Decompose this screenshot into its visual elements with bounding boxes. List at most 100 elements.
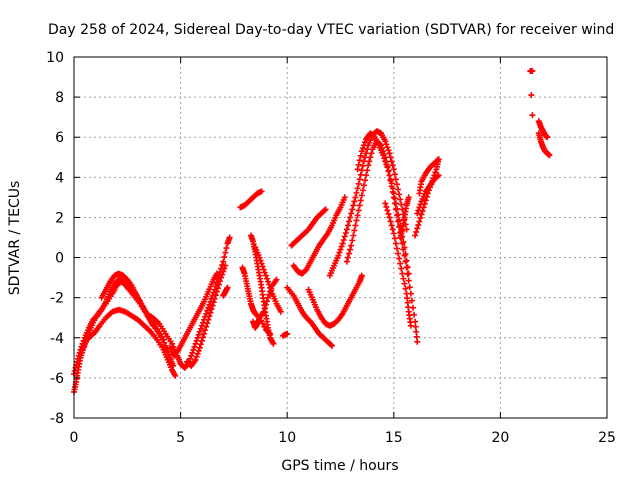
data-point bbox=[395, 211, 402, 218]
data-point bbox=[222, 262, 229, 269]
data-point bbox=[355, 161, 362, 168]
data-point bbox=[359, 187, 366, 194]
data-point bbox=[347, 214, 354, 221]
data-point bbox=[434, 173, 441, 180]
data-point bbox=[350, 202, 357, 209]
data-point bbox=[188, 352, 195, 359]
data-point bbox=[169, 340, 176, 347]
data-point bbox=[362, 177, 369, 184]
data-point bbox=[364, 146, 371, 153]
data-point bbox=[198, 337, 205, 344]
data-point bbox=[346, 250, 353, 257]
data-point bbox=[262, 272, 269, 279]
data-point bbox=[354, 185, 361, 192]
data-point bbox=[192, 356, 199, 363]
data-point bbox=[196, 328, 203, 335]
data-point bbox=[163, 345, 170, 352]
data-point bbox=[355, 207, 362, 214]
data-point bbox=[363, 150, 370, 157]
data-point bbox=[389, 226, 396, 233]
data-point bbox=[401, 244, 408, 251]
data-point bbox=[401, 280, 408, 287]
data-point bbox=[81, 340, 88, 347]
data-point bbox=[382, 138, 389, 145]
data-points bbox=[71, 68, 553, 395]
data-point bbox=[390, 190, 397, 197]
data-point bbox=[529, 68, 536, 75]
data-point bbox=[405, 270, 412, 277]
data-point bbox=[205, 304, 212, 311]
data-point bbox=[346, 218, 353, 225]
chart-title: Day 258 of 2024, Sidereal Day-to-day VTE… bbox=[48, 22, 614, 38]
data-point bbox=[211, 295, 218, 302]
data-point bbox=[385, 147, 392, 154]
data-point bbox=[385, 168, 392, 175]
data-point bbox=[170, 343, 177, 350]
data-point bbox=[393, 212, 400, 219]
data-point bbox=[395, 250, 402, 257]
data-point bbox=[172, 372, 179, 379]
data-point bbox=[349, 206, 356, 213]
data-point bbox=[340, 237, 347, 244]
data-point bbox=[259, 263, 266, 270]
data-point bbox=[223, 245, 230, 252]
data-point bbox=[360, 182, 367, 189]
data-point bbox=[341, 233, 348, 240]
data-point bbox=[258, 317, 265, 324]
data-point bbox=[400, 239, 407, 246]
x-tick-label: 25 bbox=[598, 430, 616, 446]
data-point bbox=[261, 323, 268, 330]
data-point bbox=[270, 340, 277, 347]
data-point bbox=[383, 141, 390, 148]
y-axis-label: SDTVAR / TECUs bbox=[7, 181, 23, 296]
data-point bbox=[398, 265, 405, 272]
data-point bbox=[389, 185, 396, 192]
y-tick-label: 6 bbox=[55, 130, 64, 146]
data-point bbox=[258, 260, 265, 267]
data-point bbox=[387, 218, 394, 225]
data-point bbox=[402, 285, 409, 292]
data-point bbox=[202, 327, 209, 334]
data-point bbox=[192, 340, 199, 347]
data-point bbox=[388, 180, 395, 187]
data-point bbox=[194, 350, 201, 357]
data-point bbox=[220, 268, 227, 275]
data-point bbox=[399, 270, 406, 277]
data-point bbox=[393, 245, 400, 252]
data-point bbox=[364, 167, 371, 174]
data-point bbox=[363, 172, 370, 179]
data-point bbox=[207, 309, 214, 316]
data-point bbox=[336, 249, 343, 256]
data-point bbox=[261, 269, 268, 276]
y-tick-label: 2 bbox=[55, 210, 64, 226]
data-point bbox=[191, 343, 198, 350]
data-point bbox=[335, 252, 342, 259]
data-point bbox=[206, 313, 213, 320]
y-tick-label: -4 bbox=[50, 331, 64, 347]
data-point bbox=[391, 235, 398, 242]
data-point bbox=[266, 329, 273, 336]
data-point bbox=[435, 156, 442, 163]
data-point bbox=[348, 242, 355, 249]
data-point bbox=[149, 322, 156, 329]
data-point bbox=[213, 270, 220, 277]
data-point bbox=[368, 150, 375, 157]
data-point bbox=[210, 299, 217, 306]
grid-lines bbox=[74, 57, 607, 418]
data-point bbox=[397, 260, 404, 267]
data-point bbox=[386, 214, 393, 221]
data-point bbox=[432, 169, 439, 176]
data-point bbox=[367, 154, 374, 161]
data-point bbox=[400, 275, 407, 282]
data-point bbox=[414, 338, 421, 345]
data-point bbox=[193, 337, 200, 344]
data-point bbox=[360, 158, 367, 165]
data-point bbox=[350, 232, 357, 239]
data-point bbox=[259, 320, 266, 327]
data-point bbox=[382, 200, 389, 207]
data-point bbox=[397, 196, 404, 203]
data-point bbox=[388, 158, 395, 165]
data-point bbox=[358, 148, 365, 155]
data-point bbox=[390, 166, 397, 173]
